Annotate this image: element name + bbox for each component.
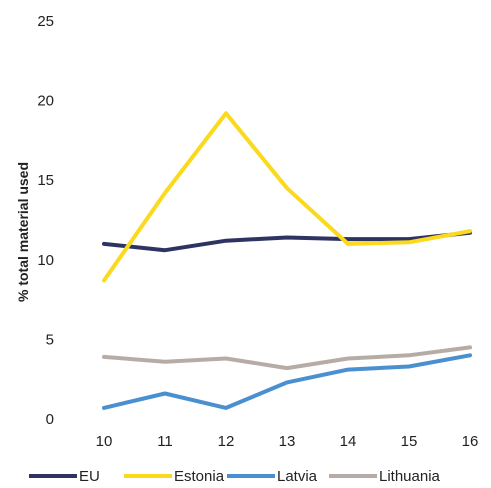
legend: EU Estonia Latvia Lithuania: [29, 468, 441, 485]
x-tick-label: 16: [462, 433, 479, 450]
x-axis-ticks: 10 11 12 13 14 15 16: [96, 433, 479, 450]
y-axis-ticks: 0 5 10 15 20 25: [37, 13, 54, 428]
y-tick-label: 0: [46, 411, 54, 428]
y-axis-title: % total material used: [15, 162, 31, 302]
x-tick-label: 12: [218, 433, 235, 450]
x-tick-label: 14: [340, 433, 357, 450]
legend-label-estonia: Estonia: [174, 468, 225, 485]
y-tick-label: 5: [46, 331, 54, 348]
series-line-eu: [102, 230, 472, 253]
y-tick-label: 15: [37, 172, 54, 189]
y-tick-label: 20: [37, 93, 54, 110]
series-line-lithuania: [102, 345, 472, 371]
legend-label-eu: EU: [79, 468, 100, 485]
series-line-estonia: [102, 111, 472, 283]
legend-label-latvia: Latvia: [277, 468, 318, 485]
series-line-latvia: [102, 353, 472, 410]
y-tick-label: 10: [37, 252, 54, 269]
legend-label-lithuania: Lithuania: [379, 468, 441, 485]
y-tick-label: 25: [37, 13, 54, 30]
series-lines: [102, 111, 472, 410]
x-tick-label: 15: [401, 433, 418, 450]
x-tick-label: 13: [279, 433, 296, 450]
x-tick-label: 11: [157, 433, 173, 450]
x-tick-label: 10: [96, 433, 113, 450]
